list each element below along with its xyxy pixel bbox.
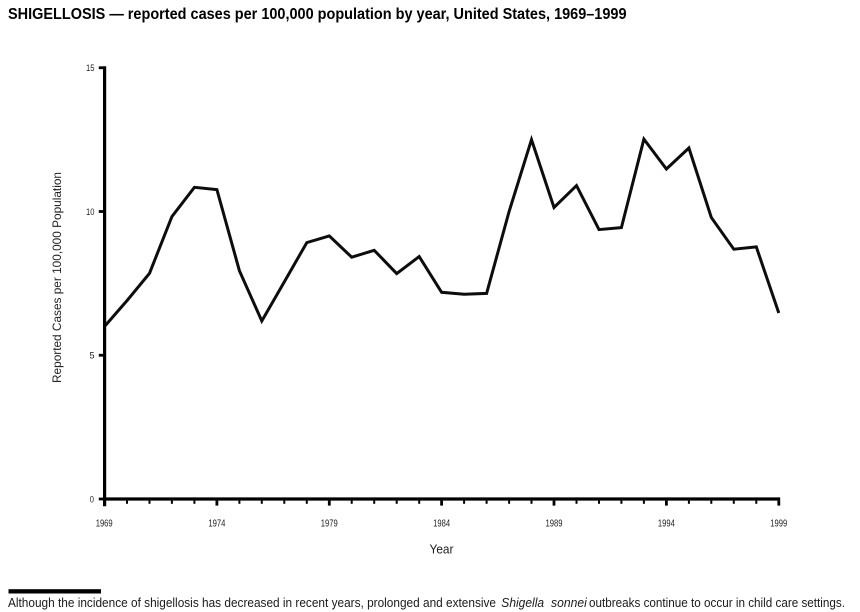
svg-text:Shigella: Shigella <box>501 596 544 610</box>
svg-text:0: 0 <box>90 495 94 506</box>
svg-text:outbreaks continue to occur in: outbreaks continue to occur in child car… <box>589 596 845 610</box>
svg-text:sonnei: sonnei <box>551 596 588 610</box>
svg-text:Year: Year <box>430 543 454 557</box>
svg-text:15: 15 <box>86 63 95 74</box>
svg-text:1994: 1994 <box>658 519 675 530</box>
svg-text:1984: 1984 <box>433 519 450 530</box>
svg-text:1999: 1999 <box>770 519 787 530</box>
svg-text:Although the incidence of shig: Although the incidence of shigellosis ha… <box>8 596 496 610</box>
svg-text:Reported Cases per 100,000 Pop: Reported Cases per 100,000 Population <box>51 172 64 383</box>
svg-text:1989: 1989 <box>546 519 563 530</box>
svg-text:1979: 1979 <box>321 519 338 530</box>
svg-text:1974: 1974 <box>208 519 225 530</box>
svg-text:10: 10 <box>86 207 95 218</box>
svg-text:SHIGELLOSIS — reported cases p: SHIGELLOSIS — reported cases per 100,000… <box>8 6 627 23</box>
svg-text:1969: 1969 <box>96 519 113 530</box>
svg-text:5: 5 <box>90 351 95 362</box>
